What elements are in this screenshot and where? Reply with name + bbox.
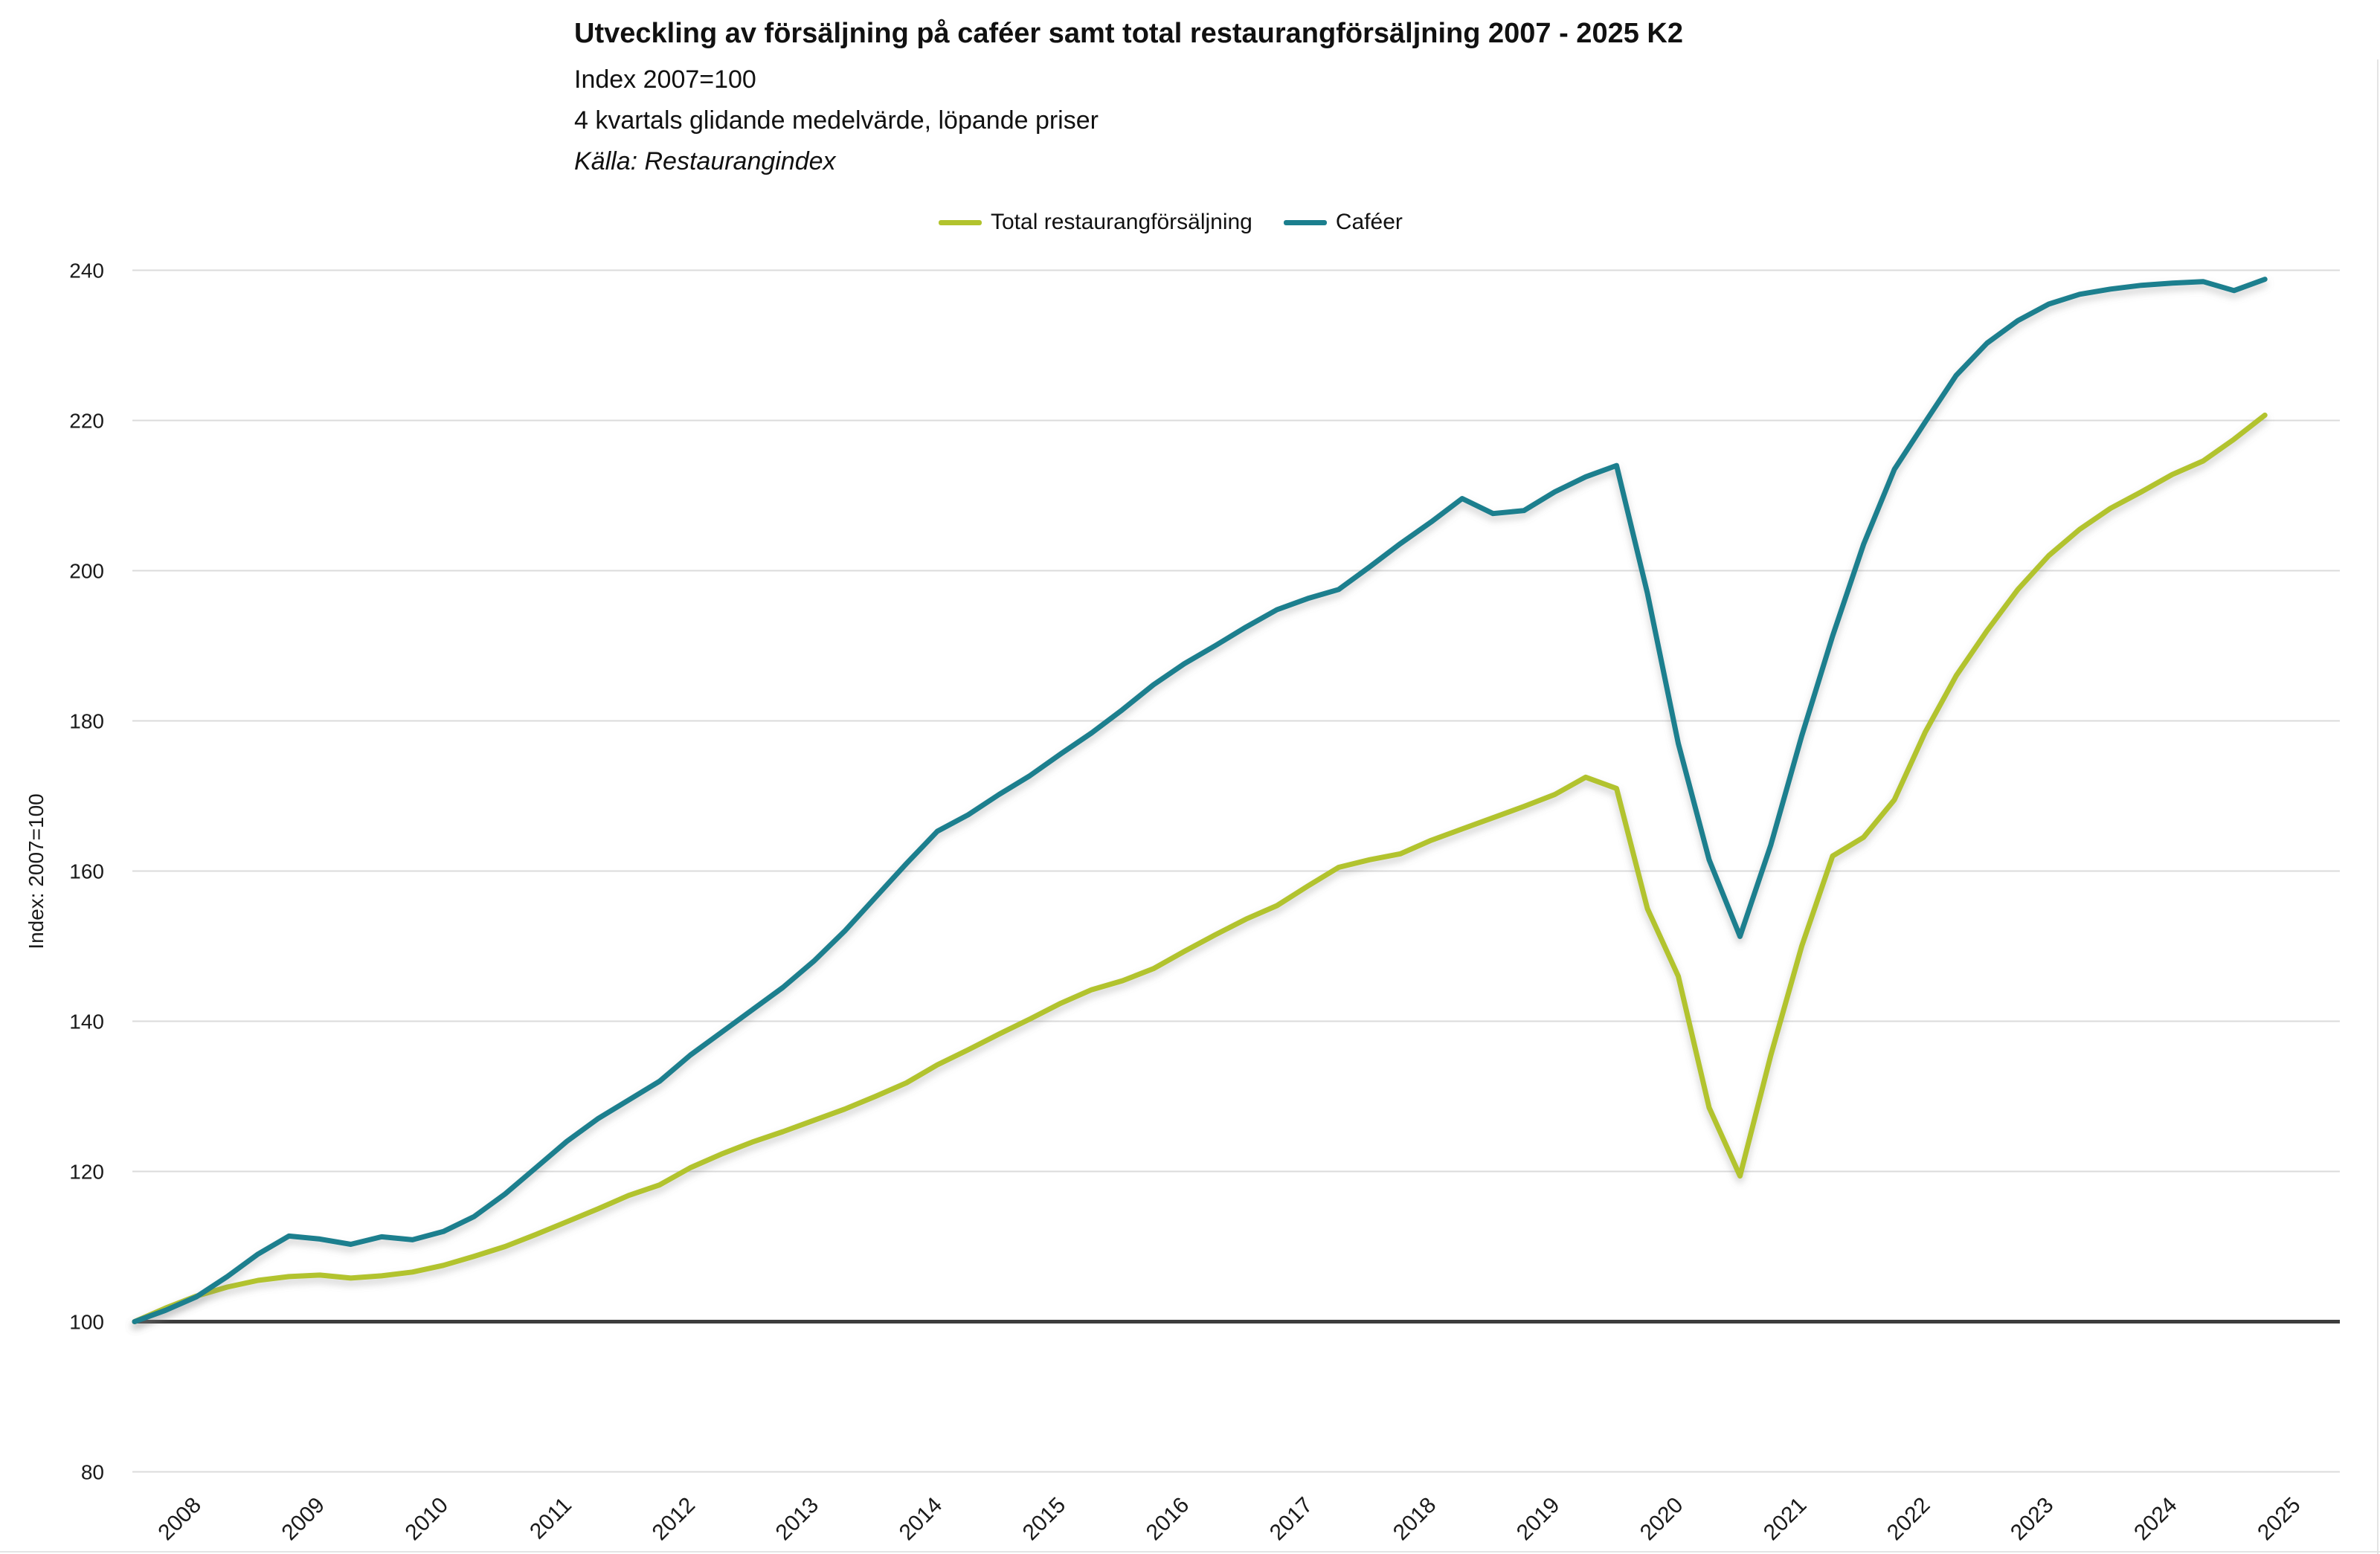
x-tick-label-2025: 2025 bbox=[2253, 1493, 2306, 1546]
x-tick-label-2020: 2020 bbox=[1636, 1493, 1688, 1546]
x-axis-tick-labels: 2008 2009 2010 2011 2012 2013 2014 2015 2016 2017… bbox=[153, 1493, 2305, 1546]
x-tick-label-2022: 2022 bbox=[1882, 1493, 1935, 1546]
series-cafeer-line bbox=[132, 277, 2268, 1324]
y-gridlines bbox=[132, 269, 2340, 1473]
y-axis-title: Index: 2007=100 bbox=[25, 793, 48, 949]
x-tick-label-2008: 2008 bbox=[153, 1493, 206, 1546]
x-tick-label-2023: 2023 bbox=[2006, 1493, 2059, 1546]
y-tick-label-120: 120 bbox=[69, 1161, 104, 1184]
x-tick-label-2012: 2012 bbox=[648, 1493, 701, 1546]
x-tick-label-2014: 2014 bbox=[895, 1493, 948, 1546]
x-tick-label-2010: 2010 bbox=[401, 1493, 454, 1546]
y-tick-label-100: 100 bbox=[69, 1311, 104, 1334]
chart-source-caption: Källa: Restaurangindex bbox=[574, 147, 836, 175]
x-tick-label-2019: 2019 bbox=[1512, 1493, 1565, 1546]
x-tick-label-2017: 2017 bbox=[1265, 1493, 1318, 1546]
y-tick-label-240: 240 bbox=[69, 259, 104, 283]
y-tick-label-80: 80 bbox=[81, 1461, 104, 1484]
chart-subtitle-index: Index 2007=100 bbox=[574, 65, 756, 94]
legend-item-total[interactable]: Total restaurangförsäljning bbox=[939, 210, 1252, 235]
y-tick-label-200: 200 bbox=[69, 560, 104, 583]
chart-title: Utveckling av försäljning på caféer samt… bbox=[574, 18, 1683, 49]
y-tick-label-180: 180 bbox=[69, 710, 104, 733]
chart-bottom-border bbox=[0, 1551, 2380, 1553]
chart-subtitle-method: 4 kvartals glidande medelvärde, löpande … bbox=[574, 106, 1099, 135]
y-tick-label-140: 140 bbox=[69, 1010, 104, 1034]
x-tick-label-2024: 2024 bbox=[2129, 1493, 2182, 1546]
series-total-line bbox=[132, 412, 2268, 1324]
chart-right-border bbox=[2377, 59, 2379, 1554]
x-tick-label-2016: 2016 bbox=[1142, 1493, 1194, 1546]
legend: Total restaurangförsäljning Caféer bbox=[939, 210, 1403, 235]
y-tick-label-220: 220 bbox=[69, 410, 104, 433]
x-tick-label-2011: 2011 bbox=[525, 1493, 576, 1544]
y-axis-tick-labels: 240 220 200 180 160 140 120 100 80 bbox=[69, 259, 104, 1484]
legend-label-total: Total restaurangförsäljning bbox=[991, 210, 1252, 234]
legend-swatch-cafeer-icon bbox=[1283, 219, 1327, 225]
x-tick-label-2009: 2009 bbox=[277, 1493, 330, 1546]
y-tick-label-160: 160 bbox=[69, 860, 104, 883]
x-tick-label-2018: 2018 bbox=[1389, 1493, 1441, 1546]
x-tick-label-2021: 2021 bbox=[1759, 1493, 1812, 1546]
x-tick-label-2013: 2013 bbox=[771, 1493, 824, 1546]
legend-swatch-total-icon bbox=[939, 219, 982, 225]
x-tick-label-2015: 2015 bbox=[1018, 1493, 1071, 1546]
legend-item-cafeer[interactable]: Caféer bbox=[1283, 210, 1403, 235]
legend-label-cafeer: Caféer bbox=[1335, 210, 1403, 234]
